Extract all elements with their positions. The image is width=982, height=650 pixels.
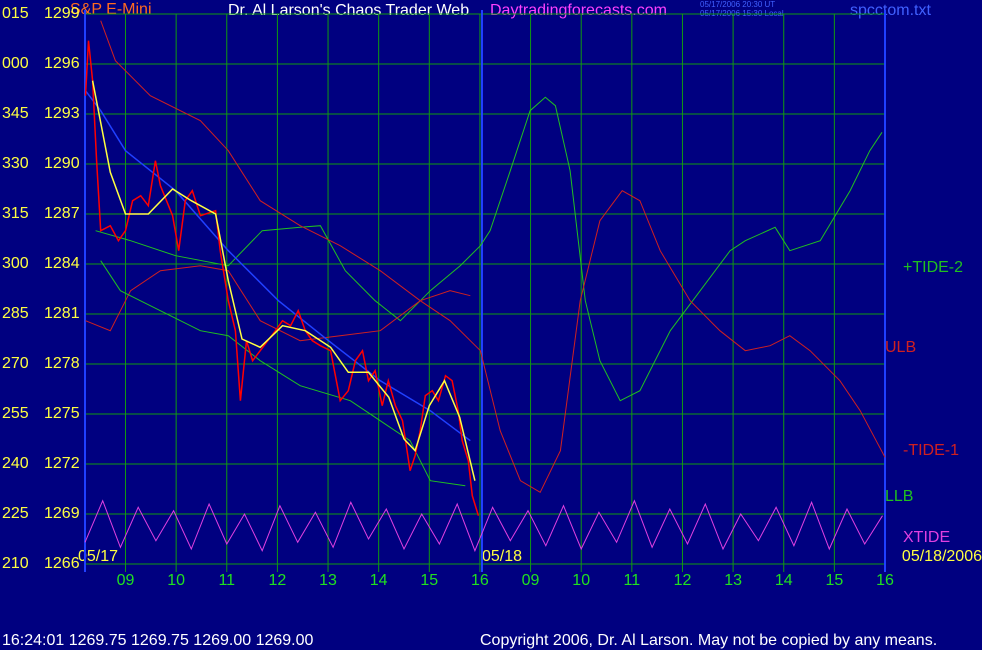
y-tick-label: 1284 bbox=[44, 255, 80, 272]
series-line bbox=[84, 90, 471, 442]
x-tick-label: 09 bbox=[522, 572, 540, 589]
x-tick-label: 11 bbox=[624, 572, 641, 589]
y-angle-label: 015 bbox=[2, 5, 29, 22]
x-tick-label: 09 bbox=[117, 572, 135, 589]
y-angle-label: 300 bbox=[2, 255, 29, 272]
x-tick-label: 14 bbox=[775, 572, 793, 589]
y-tick-label: 1275 bbox=[44, 405, 80, 422]
y-tick-label: 1269 bbox=[44, 505, 80, 522]
series-label: XTIDE bbox=[903, 529, 950, 546]
x-tick-label: 16 bbox=[876, 572, 894, 589]
y-angle-label: 255 bbox=[2, 405, 29, 422]
x-tick-label: 13 bbox=[724, 572, 742, 589]
date-label: 05/17 bbox=[78, 548, 118, 565]
y-tick-label: 1281 bbox=[44, 305, 80, 322]
y-angle-label: 345 bbox=[2, 105, 29, 122]
file-name: spcctom.txt bbox=[850, 2, 931, 19]
x-tick-label: 13 bbox=[319, 572, 337, 589]
copyright: Copyright 2006, Dr. Al Larson. May not b… bbox=[480, 632, 937, 649]
series-label: LLB bbox=[885, 488, 913, 505]
x-tick-label: 15 bbox=[420, 572, 438, 589]
y-tick-label: 1266 bbox=[44, 555, 80, 572]
series-line bbox=[100, 20, 886, 494]
series-label: ULB bbox=[885, 339, 916, 356]
y-tick-label: 1296 bbox=[44, 55, 80, 72]
series-line bbox=[84, 40, 480, 516]
series-line bbox=[84, 499, 883, 553]
x-tick-label: 12 bbox=[269, 572, 287, 589]
x-tick-label: 16 bbox=[471, 572, 489, 589]
date-label: 05/18 bbox=[482, 548, 522, 565]
date-label: 05/18/2006 bbox=[902, 548, 982, 565]
y-angle-label: 240 bbox=[2, 455, 29, 472]
footer-quote: 16:24:01 1269.75 1269.75 1269.00 1269.00 bbox=[2, 632, 314, 649]
y-tick-label: 1299 bbox=[44, 5, 80, 22]
x-tick-label: 14 bbox=[370, 572, 388, 589]
y-angle-label: 315 bbox=[2, 205, 29, 222]
series-line bbox=[100, 260, 466, 487]
x-tick-label: 10 bbox=[167, 572, 185, 589]
chart-title: S&P E-Mini bbox=[70, 1, 152, 18]
x-tick-label: 11 bbox=[218, 572, 235, 589]
x-tick-label: 10 bbox=[572, 572, 590, 589]
y-tick-label: 1293 bbox=[44, 105, 80, 122]
y-tick-label: 1272 bbox=[44, 455, 80, 472]
site: Daytradingforecasts.com bbox=[490, 2, 667, 19]
y-angle-label: 330 bbox=[2, 155, 29, 172]
y-angle-label: 270 bbox=[2, 355, 29, 372]
y-angle-label: 225 bbox=[2, 505, 29, 522]
series-label: -TIDE-1 bbox=[903, 442, 959, 459]
series-line bbox=[95, 96, 883, 402]
header: Dr. Al Larson's Chaos Trader Web bbox=[228, 2, 469, 19]
y-angle-label: 285 bbox=[2, 305, 29, 322]
y-tick-label: 1278 bbox=[44, 355, 80, 372]
x-tick-label: 12 bbox=[674, 572, 692, 589]
series-label: +TIDE-2 bbox=[903, 259, 963, 276]
y-angle-label: 000 bbox=[2, 55, 29, 72]
x-tick-label: 15 bbox=[825, 572, 843, 589]
y-angle-label: 210 bbox=[2, 555, 29, 572]
timestamp: 05/17/2006 20:30 UT bbox=[700, 0, 775, 9]
y-tick-label: 1290 bbox=[44, 155, 80, 172]
series-line bbox=[91, 80, 476, 481]
y-tick-label: 1287 bbox=[44, 205, 80, 222]
